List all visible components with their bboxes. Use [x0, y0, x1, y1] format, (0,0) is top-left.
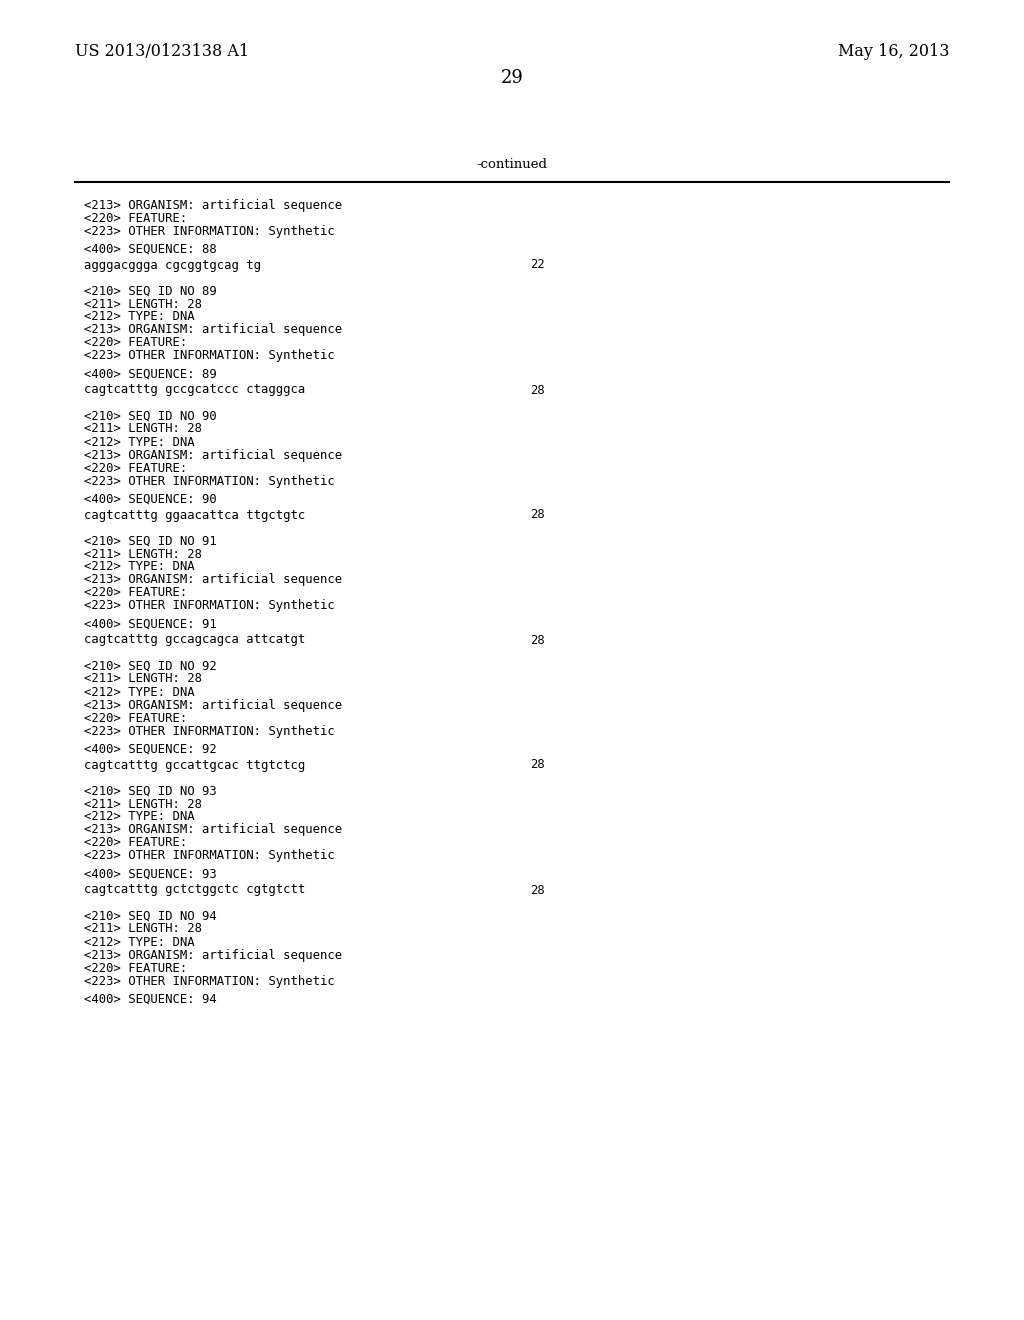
- Text: <400> SEQUENCE: 89: <400> SEQUENCE: 89: [84, 367, 217, 380]
- Text: <223> OTHER INFORMATION: Synthetic: <223> OTHER INFORMATION: Synthetic: [84, 350, 335, 363]
- Text: <213> ORGANISM: artificial sequence: <213> ORGANISM: artificial sequence: [84, 824, 342, 837]
- Text: <212> TYPE: DNA: <212> TYPE: DNA: [84, 561, 195, 573]
- Text: <211> LENGTH: 28: <211> LENGTH: 28: [84, 422, 202, 436]
- Text: <400> SEQUENCE: 94: <400> SEQUENCE: 94: [84, 993, 217, 1006]
- Text: 22: 22: [530, 259, 545, 272]
- Text: <213> ORGANISM: artificial sequence: <213> ORGANISM: artificial sequence: [84, 698, 342, 711]
- Text: <400> SEQUENCE: 90: <400> SEQUENCE: 90: [84, 492, 217, 506]
- Text: <220> FEATURE:: <220> FEATURE:: [84, 337, 187, 350]
- Text: <400> SEQUENCE: 92: <400> SEQUENCE: 92: [84, 742, 217, 755]
- Text: <210> SEQ ID NO 93: <210> SEQ ID NO 93: [84, 784, 217, 797]
- Text: <223> OTHER INFORMATION: Synthetic: <223> OTHER INFORMATION: Synthetic: [84, 474, 335, 487]
- Text: <212> TYPE: DNA: <212> TYPE: DNA: [84, 436, 195, 449]
- Text: <212> TYPE: DNA: <212> TYPE: DNA: [84, 685, 195, 698]
- Text: cagtcatttg gccattgcac ttgtctcg: cagtcatttg gccattgcac ttgtctcg: [84, 759, 305, 771]
- Text: <211> LENGTH: 28: <211> LENGTH: 28: [84, 297, 202, 310]
- Text: <211> LENGTH: 28: <211> LENGTH: 28: [84, 923, 202, 936]
- Text: agggacggga cgcggtgcag tg: agggacggga cgcggtgcag tg: [84, 259, 261, 272]
- Text: 28: 28: [530, 634, 545, 647]
- Text: <211> LENGTH: 28: <211> LENGTH: 28: [84, 548, 202, 561]
- Text: <400> SEQUENCE: 93: <400> SEQUENCE: 93: [84, 867, 217, 880]
- Text: 28: 28: [530, 883, 545, 896]
- Text: 28: 28: [530, 384, 545, 396]
- Text: 29: 29: [501, 69, 523, 87]
- Text: cagtcatttg gctctggctc cgtgtctt: cagtcatttg gctctggctc cgtgtctt: [84, 883, 305, 896]
- Text: <220> FEATURE:: <220> FEATURE:: [84, 711, 187, 725]
- Text: 28: 28: [530, 759, 545, 771]
- Text: <210> SEQ ID NO 91: <210> SEQ ID NO 91: [84, 535, 217, 548]
- Text: cagtcatttg gccgcatccc ctagggca: cagtcatttg gccgcatccc ctagggca: [84, 384, 305, 396]
- Text: <400> SEQUENCE: 91: <400> SEQUENCE: 91: [84, 618, 217, 631]
- Text: <213> ORGANISM: artificial sequence: <213> ORGANISM: artificial sequence: [84, 449, 342, 462]
- Text: <223> OTHER INFORMATION: Synthetic: <223> OTHER INFORMATION: Synthetic: [84, 974, 335, 987]
- Text: cagtcatttg ggaacattca ttgctgtc: cagtcatttg ggaacattca ttgctgtc: [84, 508, 305, 521]
- Text: <223> OTHER INFORMATION: Synthetic: <223> OTHER INFORMATION: Synthetic: [84, 725, 335, 738]
- Text: <210> SEQ ID NO 92: <210> SEQ ID NO 92: [84, 660, 217, 672]
- Text: -continued: -continued: [476, 158, 548, 172]
- Text: <400> SEQUENCE: 88: <400> SEQUENCE: 88: [84, 243, 217, 256]
- Text: <220> FEATURE:: <220> FEATURE:: [84, 961, 187, 974]
- Text: <220> FEATURE:: <220> FEATURE:: [84, 586, 187, 599]
- Text: <210> SEQ ID NO 94: <210> SEQ ID NO 94: [84, 909, 217, 923]
- Text: May 16, 2013: May 16, 2013: [838, 44, 949, 61]
- Text: <210> SEQ ID NO 89: <210> SEQ ID NO 89: [84, 285, 217, 297]
- Text: <212> TYPE: DNA: <212> TYPE: DNA: [84, 810, 195, 824]
- Text: <213> ORGANISM: artificial sequence: <213> ORGANISM: artificial sequence: [84, 949, 342, 961]
- Text: <210> SEQ ID NO 90: <210> SEQ ID NO 90: [84, 409, 217, 422]
- Text: <220> FEATURE:: <220> FEATURE:: [84, 211, 187, 224]
- Text: <212> TYPE: DNA: <212> TYPE: DNA: [84, 310, 195, 323]
- Text: <220> FEATURE:: <220> FEATURE:: [84, 462, 187, 474]
- Text: <213> ORGANISM: artificial sequence: <213> ORGANISM: artificial sequence: [84, 198, 342, 211]
- Text: <211> LENGTH: 28: <211> LENGTH: 28: [84, 672, 202, 685]
- Text: <223> OTHER INFORMATION: Synthetic: <223> OTHER INFORMATION: Synthetic: [84, 224, 335, 238]
- Text: <211> LENGTH: 28: <211> LENGTH: 28: [84, 797, 202, 810]
- Text: <223> OTHER INFORMATION: Synthetic: <223> OTHER INFORMATION: Synthetic: [84, 850, 335, 862]
- Text: 28: 28: [530, 508, 545, 521]
- Text: US 2013/0123138 A1: US 2013/0123138 A1: [75, 44, 249, 61]
- Text: <213> ORGANISM: artificial sequence: <213> ORGANISM: artificial sequence: [84, 323, 342, 337]
- Text: <212> TYPE: DNA: <212> TYPE: DNA: [84, 936, 195, 949]
- Text: cagtcatttg gccagcagca attcatgt: cagtcatttg gccagcagca attcatgt: [84, 634, 305, 647]
- Text: <223> OTHER INFORMATION: Synthetic: <223> OTHER INFORMATION: Synthetic: [84, 599, 335, 612]
- Text: <213> ORGANISM: artificial sequence: <213> ORGANISM: artificial sequence: [84, 573, 342, 586]
- Text: <220> FEATURE:: <220> FEATURE:: [84, 837, 187, 850]
